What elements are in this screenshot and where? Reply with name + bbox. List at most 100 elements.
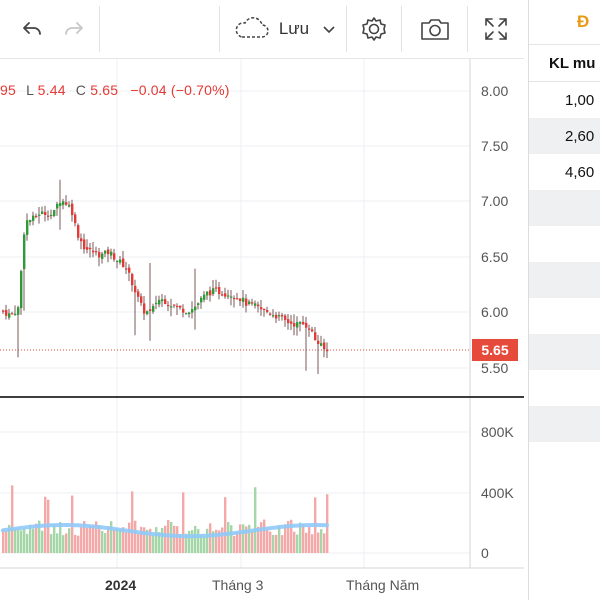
legend-close-key: C bbox=[75, 82, 87, 98]
toolbar-divider bbox=[401, 6, 402, 52]
side-tab[interactable]: Đ bbox=[529, 0, 600, 45]
volume-bar bbox=[119, 529, 122, 553]
candle-body bbox=[290, 321, 293, 324]
candle-body bbox=[275, 314, 278, 319]
candle-body bbox=[170, 306, 173, 308]
candle-body bbox=[215, 287, 218, 289]
volume-bar bbox=[200, 534, 203, 553]
volume-bar bbox=[296, 534, 299, 553]
candle-body bbox=[185, 313, 188, 315]
candle-body bbox=[158, 299, 161, 305]
price-tick: 7.50 bbox=[481, 138, 508, 154]
candle-body bbox=[230, 296, 233, 298]
candle-body bbox=[221, 294, 224, 296]
volume-bar bbox=[164, 525, 167, 553]
candle-body bbox=[203, 294, 206, 300]
volume-bar bbox=[8, 524, 11, 553]
candle-body bbox=[251, 302, 254, 304]
legend-change: −0.04 (−0.70%) bbox=[130, 82, 230, 98]
toolbar-divider bbox=[99, 6, 100, 52]
candle-body bbox=[260, 307, 263, 310]
candle-body bbox=[272, 315, 275, 317]
fullscreen-button[interactable] bbox=[474, 0, 518, 58]
candle-body bbox=[17, 307, 20, 315]
side-row bbox=[529, 190, 600, 226]
side-row bbox=[529, 334, 600, 370]
volume-bar bbox=[146, 529, 149, 553]
candle-body bbox=[242, 297, 245, 302]
volume-bar bbox=[35, 523, 38, 553]
volume-bar bbox=[32, 528, 35, 553]
volume-bar bbox=[224, 497, 227, 553]
candle-body bbox=[125, 268, 128, 270]
volume-bar bbox=[29, 524, 32, 553]
settings-button[interactable] bbox=[350, 0, 398, 58]
volume-bar bbox=[14, 529, 17, 553]
volume-bar bbox=[53, 524, 56, 553]
side-row bbox=[529, 406, 600, 442]
candle-body bbox=[179, 305, 182, 308]
volume-bar bbox=[59, 522, 62, 553]
candle-body bbox=[47, 215, 50, 217]
candle-body bbox=[305, 322, 308, 328]
candle-body bbox=[194, 306, 197, 311]
volume-bar bbox=[191, 530, 194, 553]
candle-body bbox=[299, 322, 302, 324]
candle-body bbox=[107, 249, 110, 255]
volume-bar bbox=[308, 526, 311, 553]
volume-bar bbox=[74, 534, 77, 553]
candle-body bbox=[266, 310, 269, 313]
candle-body bbox=[38, 214, 41, 216]
candle-body bbox=[149, 309, 152, 312]
price-tick: 6.50 bbox=[481, 249, 508, 265]
candle-body bbox=[152, 305, 155, 312]
candle-body bbox=[29, 220, 32, 223]
candle-body bbox=[5, 310, 8, 316]
volume-tick: 800K bbox=[481, 424, 514, 440]
candle-body bbox=[164, 299, 167, 305]
redo-button[interactable] bbox=[52, 0, 96, 58]
volume-bar bbox=[269, 531, 272, 553]
volume-bar bbox=[50, 534, 53, 553]
volume-bar bbox=[176, 526, 179, 553]
candle-body bbox=[326, 349, 329, 352]
price-tick: 5.50 bbox=[481, 360, 508, 376]
screenshot-button[interactable] bbox=[410, 0, 460, 58]
volume-bar bbox=[182, 492, 185, 553]
time-label: Tháng Năm bbox=[346, 577, 420, 593]
candle-body bbox=[137, 291, 140, 297]
volume-bar bbox=[134, 520, 137, 553]
candle-body bbox=[236, 298, 239, 300]
volume-bar bbox=[188, 530, 191, 553]
candle-body bbox=[200, 297, 203, 303]
volume-bar bbox=[92, 525, 95, 553]
candle-body bbox=[254, 303, 257, 306]
candle-body bbox=[62, 201, 65, 205]
volume-bar bbox=[266, 530, 269, 553]
candle-body bbox=[134, 285, 137, 293]
candle-body bbox=[32, 215, 35, 221]
volume-bar bbox=[254, 487, 257, 553]
candle-body bbox=[56, 203, 59, 209]
save-button[interactable]: Lưu bbox=[226, 0, 344, 58]
undo-button[interactable] bbox=[10, 0, 54, 58]
volume-bar bbox=[290, 519, 293, 553]
candle-body bbox=[35, 215, 38, 218]
candle-body bbox=[131, 273, 134, 286]
volume-bar bbox=[41, 530, 44, 553]
volume-bar bbox=[287, 520, 290, 553]
candle-body bbox=[302, 321, 305, 325]
price-chart[interactable]: 8.00 7.50 7.00 6.50 6.00 5.50 800K 400K … bbox=[0, 0, 524, 600]
candle-body bbox=[86, 247, 89, 250]
candle-body bbox=[317, 340, 320, 344]
candle-body bbox=[281, 315, 284, 317]
volume-bar bbox=[242, 524, 245, 553]
volume-bar bbox=[95, 521, 98, 553]
price-tick: 6.00 bbox=[481, 304, 508, 320]
candle-body bbox=[23, 234, 26, 270]
undo-icon bbox=[23, 22, 41, 35]
time-label: 2024 bbox=[105, 577, 137, 593]
volume-bar bbox=[83, 520, 86, 553]
volume-bar bbox=[293, 531, 296, 553]
volume-bar bbox=[251, 530, 254, 553]
